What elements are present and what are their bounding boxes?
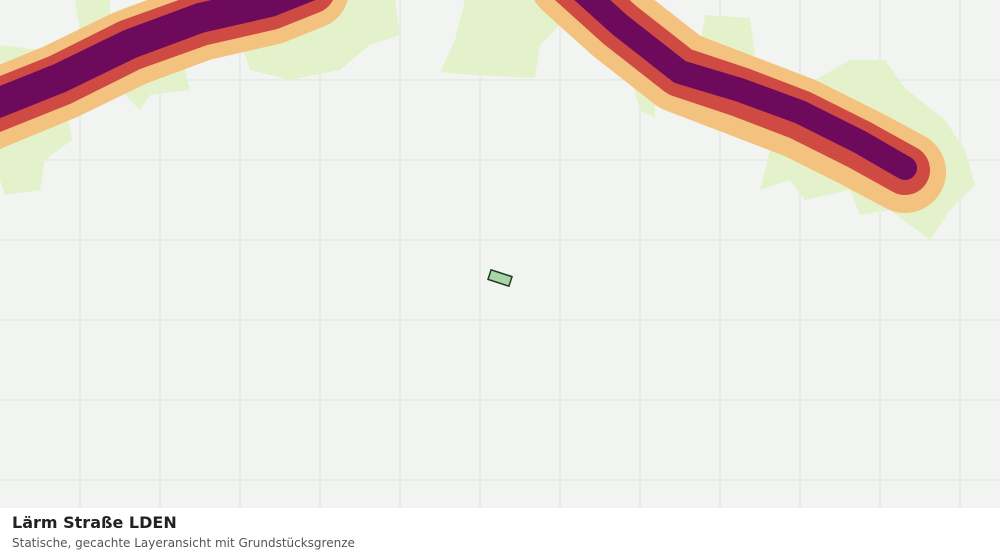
- noise-bands: [0, 0, 946, 213]
- map-subtitle: Statische, gecachte Layeransicht mit Gru…: [12, 536, 355, 550]
- parcel-boundary: [487, 268, 513, 288]
- map: [0, 0, 1000, 508]
- caption: Lärm Straße LDEN Statische, gecachte Lay…: [12, 512, 355, 552]
- map-title: Lärm Straße LDEN: [12, 513, 177, 532]
- map-layer: [0, 0, 1000, 508]
